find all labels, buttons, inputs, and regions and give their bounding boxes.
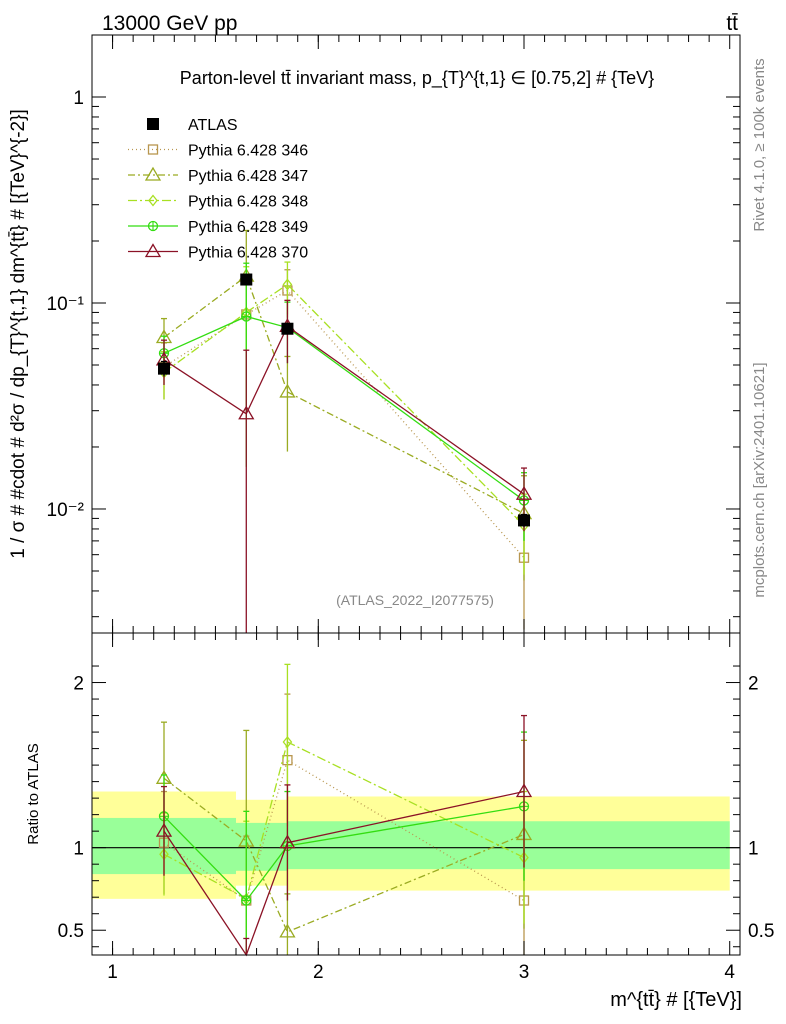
point-atlas — [281, 322, 294, 335]
legend-label-pythia-6-428-347: Pythia 6.428 347 — [188, 168, 308, 185]
ratio-series-layer — [155, 663, 533, 957]
ratio-y-tick-label-right: 2 — [748, 674, 759, 695]
ratio-y-tick-label: 2 — [73, 674, 84, 695]
ratio-y-tick-label-right: 0.5 — [748, 921, 774, 942]
main-axes: 10⁻² 10⁻¹ 1 — [47, 34, 740, 633]
ratio-line-pythia-6-428-370 — [163, 790, 525, 957]
main-y-axis-label: 1 / σ # #cdot # d²σ / dp_{T}^{t,1} dm^{t… — [8, 109, 29, 559]
ratio-inner-band — [287, 821, 730, 870]
legend-marker-pythia-6-428-370 — [144, 243, 162, 258]
series-line-pythia-6-428-348 — [163, 283, 525, 527]
process-label: tt̄ — [726, 12, 738, 35]
point-atlas — [158, 362, 170, 375]
ratio-y-tick-label: 1 — [73, 839, 84, 860]
series-line-pythia-6-428-347 — [163, 275, 525, 515]
ratio-point-pythia-6-428-370 — [515, 783, 533, 798]
main-y-tick-label: 10⁻¹ — [47, 294, 85, 315]
ratio-frame — [91, 632, 741, 956]
ratio-point-pythia-6-428-348 — [282, 735, 293, 749]
main-y-tick-label: 1 — [73, 88, 84, 109]
main-plot-panel: (ATLAS_2022_I2077575) Parton-level tt̄ i… — [8, 34, 741, 634]
ratio-y-axis-label: Ratio to ATLAS — [25, 743, 42, 844]
ratio-line-pythia-6-428-347 — [163, 777, 525, 933]
legend-label-pythia-6-428-348: Pythia 6.428 348 — [188, 194, 308, 211]
ratio-series-pythia-6-428-370 — [155, 714, 533, 957]
legend-label-pythia-6-428-349: Pythia 6.428 349 — [188, 219, 308, 236]
ratio-y-tick-label-right: 1 — [748, 839, 759, 860]
ratio-y-tick-label: 0.5 — [58, 921, 84, 942]
series-pythia-6-428-347 — [155, 229, 533, 581]
point-atlas — [518, 514, 530, 527]
legend-marker-pythia-6-428-347 — [144, 166, 162, 181]
ratio-plot-panel: 0.5 0.5 1 1 2 2 1 2 3 4 Ratio to ATLAS m^{tt̄} # … — [25, 632, 774, 1011]
energy-label: 13000 GeV pp — [102, 12, 237, 35]
legend-marker-pythia-6-428-346 — [147, 144, 159, 155]
series-pythia-6-428-346 — [158, 269, 530, 630]
x-tick-label: 1 — [107, 962, 118, 983]
ratio-point-pythia-6-428-370 — [279, 834, 296, 849]
ratio-axes: 0.5 0.5 1 1 2 2 1 2 3 4 — [58, 633, 774, 983]
point-pythia-6-428-347 — [279, 383, 296, 398]
ratio-point-pythia-6-428-349 — [241, 895, 252, 906]
point-pythia-6-428-370 — [515, 485, 533, 500]
ratio-point-pythia-6-428-370 — [155, 822, 173, 837]
series-atlas — [158, 273, 530, 527]
series-line-pythia-6-428-370 — [163, 325, 525, 495]
point-atlas — [240, 273, 253, 286]
legend-label-pythia-6-428-370: Pythia 6.428 370 — [188, 245, 308, 262]
series-line-pythia-6-428-346 — [163, 289, 525, 559]
ratio-point-pythia-6-428-347 — [279, 923, 296, 938]
ratio-line-pythia-6-428-346 — [163, 759, 525, 902]
legend-label-pythia-6-428-346: Pythia 6.428 346 — [188, 143, 308, 160]
legend-marker-atlas — [147, 118, 159, 130]
main-y-tick-label: 10⁻² — [47, 500, 85, 521]
series-pythia-6-428-348 — [159, 261, 529, 575]
x-tick-label: 3 — [519, 962, 530, 983]
series-pythia-6-428-349 — [158, 262, 530, 541]
ratio-line-pythia-6-428-348 — [163, 741, 525, 900]
x-axis-label: m^{tt̄} # [{TeV}] — [610, 989, 742, 1011]
plot-title: Parton-level tt̄ invariant mass, p_{T}^{… — [180, 68, 654, 89]
x-tick-label: 2 — [313, 962, 324, 983]
ratio-line-pythia-6-428-349 — [163, 805, 525, 902]
mcplots-site-label: mcplots.cern.ch [arXiv:2401.10621] — [751, 362, 768, 597]
x-tick-label: 4 — [724, 962, 735, 983]
watermark-label: (ATLAS_2022_I2077575) — [336, 592, 494, 608]
point-pythia-6-428-349 — [241, 311, 252, 322]
legend-marker-pythia-6-428-348 — [148, 194, 158, 207]
rivet-version-label: Rivet 4.1.0, ≥ 100k events — [751, 58, 768, 231]
legend-marker-pythia-6-428-349 — [147, 220, 159, 232]
ratio-uncertainty-bands — [92, 791, 740, 899]
legend-label-atlas: ATLAS — [188, 117, 238, 134]
point-pythia-6-428-348 — [282, 278, 293, 291]
legend: ATLAS Pythia 6.428 346 Pythia 6.428 347 Pyt… — [128, 117, 308, 262]
series-line-pythia-6-428-349 — [163, 315, 525, 501]
series-pythia-6-428-370 — [155, 299, 533, 633]
main-series-layer — [155, 229, 533, 633]
point-pythia-6-428-370 — [238, 405, 255, 420]
